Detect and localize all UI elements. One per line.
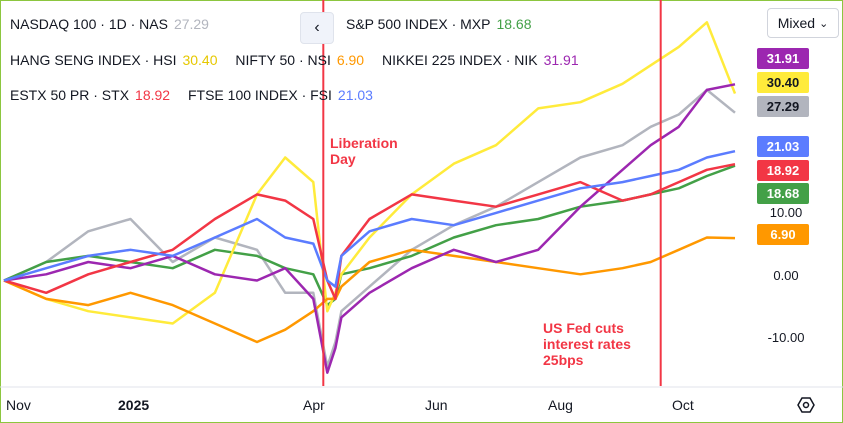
x-tick-label: Apr xyxy=(303,397,325,413)
price-badge-nifty: 6.90 xyxy=(757,224,809,245)
price-badge-ftse: 21.03 xyxy=(757,136,809,157)
series-line-ftse-100-index[interactable] xyxy=(3,149,736,288)
legend-nasdaq-value: 27.29 xyxy=(173,16,209,32)
legend-ftse[interactable]: FTSE 100 INDEX · FSI 21.03 xyxy=(187,87,373,103)
chevron-down-icon: ⌄ xyxy=(819,17,829,30)
legend-estx-value: 18.92 xyxy=(135,87,171,103)
legend-hangseng[interactable]: HANG SENG INDEX · HSI 30.40 xyxy=(10,52,218,68)
x-tick-label: Aug xyxy=(548,397,573,413)
legend-hangseng-value: 30.40 xyxy=(182,52,218,68)
x-tick-label: 2025 xyxy=(118,397,150,413)
series-line-nikkei-225-index[interactable] xyxy=(3,83,736,374)
scale-mode-button[interactable]: Mixed ⌄ xyxy=(767,8,839,38)
series-line-hang-seng-index[interactable] xyxy=(3,21,737,325)
legend-row: NASDAQ 100 · 1D · NAS 27.29 xyxy=(10,16,223,32)
chevron-left-icon: ‹ xyxy=(314,19,320,36)
event-lines xyxy=(0,0,843,388)
series-line-nifty-50[interactable] xyxy=(3,236,736,344)
legend-sp500-value: 18.68 xyxy=(496,16,532,32)
legend-row: HANG SENG INDEX · HSI 30.40 NIFTY 50 · NS… xyxy=(10,52,593,68)
x-tick-label: Nov xyxy=(6,397,31,413)
y-tick-label: 10.00 xyxy=(769,205,803,220)
series-layer xyxy=(3,21,737,374)
legend-nikkei-value: 31.91 xyxy=(543,52,579,68)
y-tick-label: -10.00 xyxy=(767,330,805,345)
scale-mode-label: Mixed xyxy=(777,15,816,31)
legend-nasdaq[interactable]: NASDAQ 100 · 1D · NAS 27.29 xyxy=(10,16,209,32)
price-badge-estx: 18.92 xyxy=(757,160,809,181)
x-tick-label: Oct xyxy=(672,397,694,413)
legend-ftse-value: 21.03 xyxy=(337,87,373,103)
chart-settings-button[interactable] xyxy=(793,394,819,416)
y-tick-label: 0.00 xyxy=(773,268,799,283)
series-line-nasdaq-100[interactable] xyxy=(3,88,736,368)
legend-nifty-value: 6.90 xyxy=(336,52,365,68)
liberation-day-annotation: Liberation Day xyxy=(330,135,398,167)
series-line-s-p-500-index[interactable] xyxy=(3,164,736,307)
price-badge-hangseng: 30.40 xyxy=(757,72,809,93)
price-badge-nikkei: 31.91 xyxy=(757,48,809,69)
x-tick-label: Jun xyxy=(425,397,448,413)
settings-icon xyxy=(797,397,815,413)
price-badge-nasdaq: 27.29 xyxy=(757,96,809,117)
legend-row: ESTX 50 PR · STX 18.92 FTSE 100 INDEX · F… xyxy=(10,87,387,103)
legend-nikkei[interactable]: NIKKEI 225 INDEX · NIK 31.91 xyxy=(381,52,579,68)
legend-nifty[interactable]: NIFTY 50 · NSI 6.90 xyxy=(235,52,365,68)
legend-sp500[interactable]: S&P 500 INDEX · MXP 18.68 xyxy=(346,16,532,32)
collapse-legend-button[interactable]: ‹ xyxy=(300,12,334,44)
price-badge-sp500: 18.68 xyxy=(757,183,809,204)
fed-cut-annotation: US Fed cuts interest rates 25bps xyxy=(543,320,631,368)
legend-estx[interactable]: ESTX 50 PR · STX 18.92 xyxy=(10,87,171,103)
